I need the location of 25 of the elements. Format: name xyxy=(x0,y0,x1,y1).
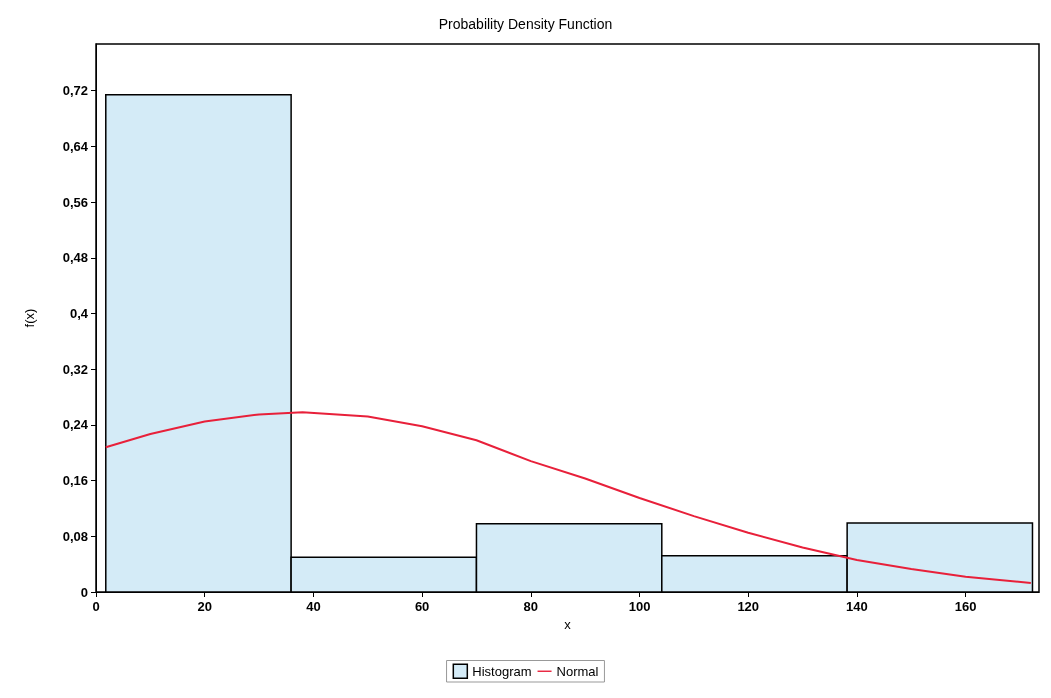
x-tick-label: 0 xyxy=(92,599,100,614)
y-tick-label: 0,32 xyxy=(62,361,88,377)
legend-label: Normal xyxy=(556,663,599,679)
y-tick-label: 0,08 xyxy=(62,528,88,544)
y-tick-label: 0,48 xyxy=(62,250,88,266)
x-tick-label: 100 xyxy=(628,599,651,614)
x-axis-title: x xyxy=(564,617,572,632)
y-tick-label: 0,64 xyxy=(62,138,89,154)
y-tick-label: 0,24 xyxy=(62,417,89,433)
legend-label: Histogram xyxy=(472,663,532,679)
y-tick-label: 0,72 xyxy=(62,83,88,99)
x-tick-label: 60 xyxy=(414,599,430,614)
chart-title: Probability Density Function xyxy=(438,16,613,32)
y-axis-title: f(x) xyxy=(22,308,37,328)
x-tick-label: 40 xyxy=(306,599,321,614)
y-tick-label: 0,4 xyxy=(69,305,89,321)
y-tick-label: 0,16 xyxy=(62,473,88,489)
x-tick-label: 80 xyxy=(523,599,539,614)
x-tick-label: 120 xyxy=(737,599,760,614)
x-tick-label: 160 xyxy=(954,599,977,614)
y-tick-label: 0,56 xyxy=(62,194,88,210)
y-tick-label: 0 xyxy=(80,584,88,600)
x-tick-label: 20 xyxy=(197,599,212,614)
line-series xyxy=(104,411,1032,584)
x-tick-label: 140 xyxy=(846,599,868,614)
